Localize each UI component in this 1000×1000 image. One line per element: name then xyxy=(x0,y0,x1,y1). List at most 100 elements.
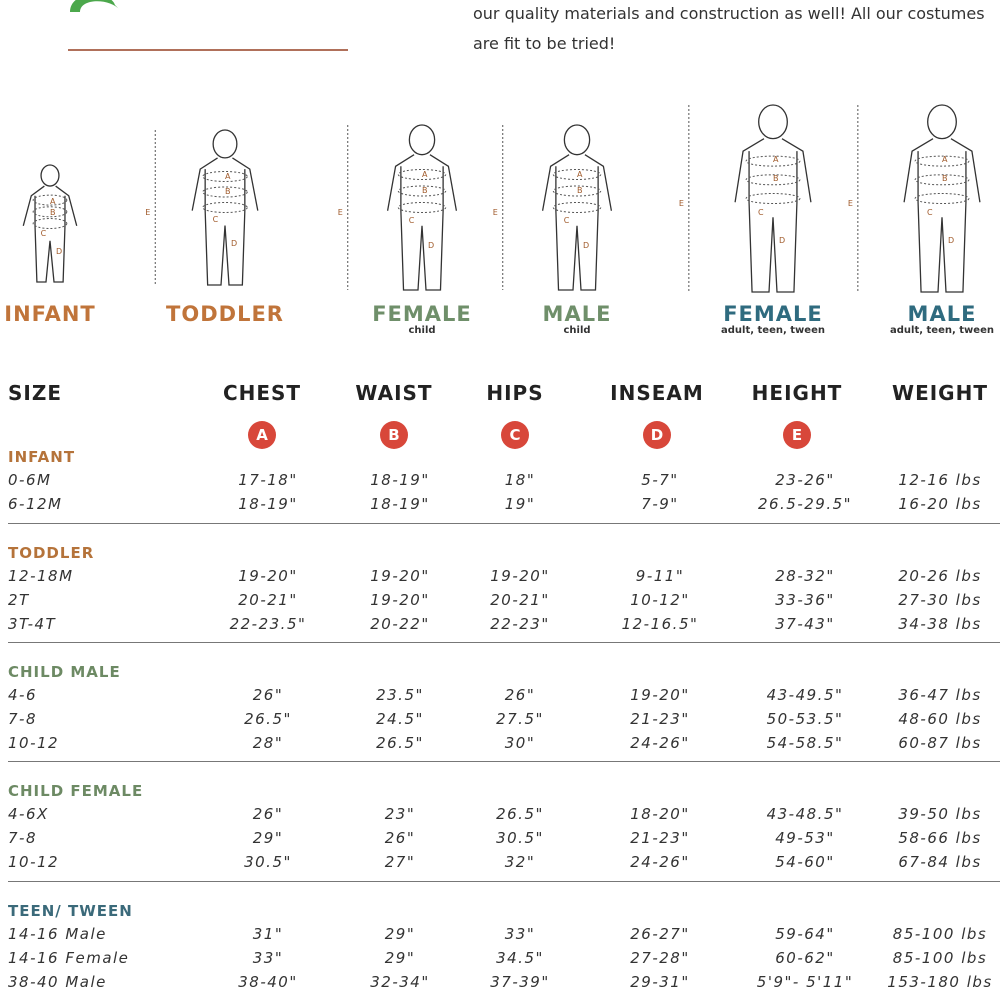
measure-cell: 26" xyxy=(504,686,536,704)
size-cell: 14-16 Male xyxy=(8,925,107,943)
measure-badge: E xyxy=(783,421,811,449)
measure-cell: 18-20" xyxy=(630,805,690,823)
measure-cell: 33" xyxy=(504,925,536,943)
figure-marker: B xyxy=(225,187,231,197)
measure-cell: 19-20" xyxy=(490,567,550,585)
measure-cell: 26.5" xyxy=(496,805,544,823)
measure-ring xyxy=(32,218,68,229)
measure-cell: 26.5" xyxy=(244,710,292,728)
column-header: WAIST xyxy=(355,381,433,405)
measure-cell: 48-60 lbs xyxy=(898,710,982,728)
figure-label: FEMALE xyxy=(723,302,823,326)
group-title: CHILD MALE xyxy=(8,663,121,681)
measure-cell: 31" xyxy=(252,925,284,943)
measure-ring xyxy=(745,174,801,186)
measure-cell: 16-20 lbs xyxy=(898,495,982,513)
figure-label: INFANT xyxy=(4,302,96,326)
measure-ring xyxy=(552,202,602,213)
measure-cell: 36-47 lbs xyxy=(898,686,982,704)
measure-cell: 54-58.5" xyxy=(766,734,844,752)
measure-cell: 19-20" xyxy=(370,567,430,585)
measure-cell: 28-32" xyxy=(775,567,835,585)
figure-head xyxy=(563,124,591,156)
group-divider xyxy=(8,642,1000,643)
figure-body xyxy=(734,138,812,293)
measure-ring xyxy=(914,174,970,186)
measure-cell: 24.5" xyxy=(376,710,424,728)
measure-cell: 153-180 lbs xyxy=(887,973,993,991)
figure-body xyxy=(22,185,78,283)
column-header: CHEST xyxy=(222,381,302,405)
group-title: TODDLER xyxy=(8,544,95,562)
measure-cell: 19" xyxy=(504,495,536,513)
figure-marker: D xyxy=(779,235,786,245)
column-header: INSEAM xyxy=(610,381,704,405)
measure-cell: 10-12" xyxy=(630,591,690,609)
column-header: WEIGHT xyxy=(892,381,988,405)
measure-ring xyxy=(745,155,801,167)
measure-cell: 24-26" xyxy=(630,734,690,752)
figure-marker: D xyxy=(56,246,63,256)
measure-cell: 39-50 lbs xyxy=(898,805,982,823)
measure-cell: 30" xyxy=(504,734,536,752)
figure-marker: C xyxy=(758,207,764,217)
measure-cell: 21-23" xyxy=(630,710,690,728)
measure-ring xyxy=(914,193,970,204)
measure-cell: 7-9" xyxy=(641,495,679,513)
measure-cell: 27" xyxy=(384,853,416,871)
measure-cell: 38-40" xyxy=(238,973,298,991)
figure-marker: C xyxy=(212,215,219,225)
size-cell: 7-8 xyxy=(8,710,37,728)
measure-cell: 32" xyxy=(504,853,536,871)
measure-cell: 85-100 lbs xyxy=(892,949,988,967)
group-title: INFANT xyxy=(8,448,76,466)
figure-marker: B xyxy=(577,186,583,196)
size-cell: 2T xyxy=(8,591,30,609)
size-cell: 10-12 xyxy=(8,734,60,752)
figure-marker: B xyxy=(773,174,779,184)
measure-cell: 26" xyxy=(252,686,284,704)
figure-marker: A xyxy=(942,155,948,165)
measure-cell: 20-26 lbs xyxy=(898,567,982,585)
size-cell: 12-18M xyxy=(8,567,74,585)
figure-marker: D xyxy=(428,240,435,250)
measure-cell: 29-31" xyxy=(630,973,690,991)
figure-marker: E xyxy=(678,198,684,208)
measure-cell: 12-16.5" xyxy=(621,615,699,633)
figure-body xyxy=(386,154,458,291)
figure-marker: C xyxy=(927,207,933,217)
figure-marker: E xyxy=(492,207,498,217)
figure-marker: C xyxy=(563,215,570,225)
measure-ring xyxy=(745,193,801,204)
measure-cell: 23.5" xyxy=(376,686,424,704)
group-title: TEEN/ TWEEN xyxy=(8,902,133,920)
measure-cell: 18-19" xyxy=(370,495,430,513)
size-cell: 7-8 xyxy=(8,829,37,847)
figure-sublabel: child xyxy=(563,325,591,336)
figure-body xyxy=(903,138,981,293)
figure-marker: A xyxy=(773,155,779,165)
figure-body xyxy=(541,154,613,291)
group-title: CHILD FEMALE xyxy=(8,782,144,800)
measure-ring xyxy=(202,202,248,213)
figure-marker: A xyxy=(422,169,428,179)
measure-cell: 59-64" xyxy=(775,925,835,943)
measure-cell: 26-27" xyxy=(630,925,690,943)
measure-ring xyxy=(202,186,248,198)
measure-cell: 29" xyxy=(384,949,416,967)
figure-head xyxy=(40,164,60,187)
figure-marker: B xyxy=(942,174,948,184)
column-header: SIZE xyxy=(8,381,63,405)
measure-cell: 32-34" xyxy=(370,973,430,991)
measure-cell: 22-23.5" xyxy=(229,615,307,633)
figure-head xyxy=(212,129,238,159)
intro-line: are fit to be tried! xyxy=(473,34,616,53)
measure-cell: 12-16 lbs xyxy=(898,471,982,489)
measure-cell: 43-49.5" xyxy=(766,686,844,704)
measure-cell: 85-100 lbs xyxy=(892,925,988,943)
figure-marker: D xyxy=(948,235,955,245)
measure-cell: 19-20" xyxy=(370,591,430,609)
figure-sublabel: child xyxy=(408,325,436,336)
measure-badge: A xyxy=(248,421,276,449)
logo-fragment xyxy=(70,0,120,12)
